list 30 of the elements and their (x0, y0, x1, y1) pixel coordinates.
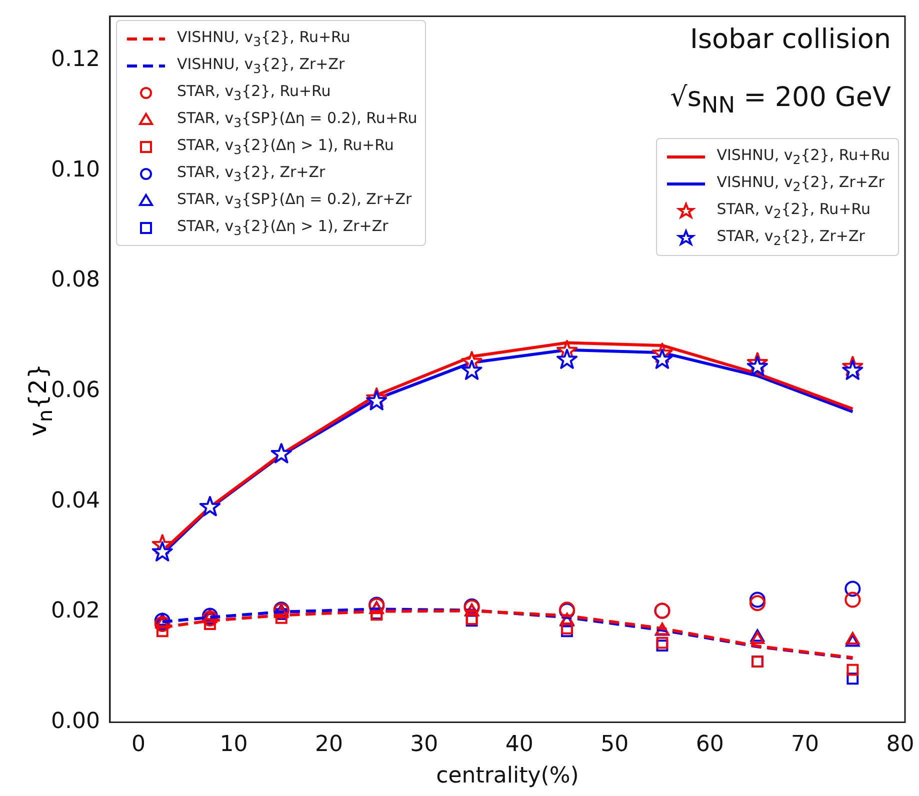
x-tick-label: 80 (886, 732, 914, 758)
legend-label: STAR, v$_{3}${2}(Δη > 1), Ru+Ru (176, 136, 394, 158)
legend-label: STAR, v$_{2}${2}, Zr+Zr (716, 227, 865, 248)
x-tick-label: 60 (696, 732, 724, 758)
x-axis-title: centrality(%) (436, 764, 579, 789)
y-tick-label: 0.08 (51, 268, 100, 293)
x-tick-label: 50 (600, 732, 629, 758)
y-tick-label: 0.04 (51, 488, 100, 514)
x-tick-label: 20 (314, 732, 343, 758)
y-tick-label: 0.10 (51, 157, 100, 182)
x-tick-label: 40 (505, 732, 534, 758)
legend-label: STAR, v$_{3}${2}(Δη > 1), Zr+Zr (176, 217, 388, 238)
legend-label: VISHNU, v$_{2}${2}, Ru+Ru (716, 146, 890, 168)
y-tick-label: 0.12 (51, 47, 100, 72)
x-tick-label: 10 (220, 732, 248, 758)
x-tick-label: 30 (410, 732, 438, 758)
legend-label: STAR, v$_{3}${2}, Ru+Ru (176, 82, 331, 104)
legend-label: VISHNU, v$_{3}${2}, Ru+Ru (176, 28, 350, 50)
annotation: √s$_{NN}$ = 200 GeV (670, 82, 891, 119)
legend-label: STAR, v$_{3}${SP}(Δη = 0.2), Ru+Ru (176, 109, 418, 130)
y-tick-label: 0.00 (51, 708, 100, 734)
legend-label: STAR, v$_{2}${2}, Ru+Ru (716, 200, 871, 222)
x-tick-label: 70 (791, 732, 820, 758)
legend-label: STAR, v$_{3}${2}, Zr+Zr (176, 163, 326, 184)
legend-label: VISHNU, v$_{3}${2}, Zr+Zr (176, 55, 345, 76)
annotation: Isobar collision (690, 24, 891, 56)
x-tick-label: 0 (132, 732, 146, 758)
y-tick-label: 0.02 (51, 598, 100, 624)
legend-label: STAR, v$_{3}${SP}(Δη = 0.2), Zr+Zr (176, 190, 412, 212)
legend-label: VISHNU, v$_{2}${2}, Zr+Zr (716, 173, 884, 194)
